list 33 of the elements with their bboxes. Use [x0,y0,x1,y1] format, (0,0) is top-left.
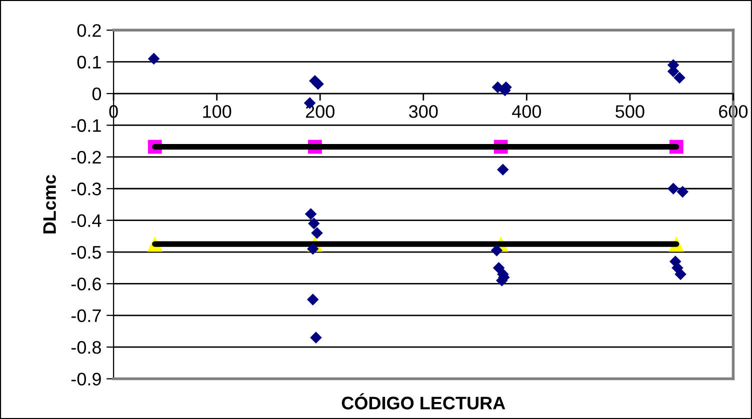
y-tick-label: -0.2 [71,150,101,164]
x-tick-label: 200 [306,105,334,118]
point [312,78,324,90]
point [674,72,686,84]
point [667,182,680,195]
point [497,164,509,176]
y-tick-label: -0.8 [71,341,101,354]
point [311,227,323,239]
point [676,186,688,198]
y-tick-label: -0.3 [71,182,101,196]
point [308,218,320,230]
y-tick-label: 0 [92,87,102,100]
point [306,242,319,255]
point [490,244,503,256]
x-tick-label: 300 [409,105,438,118]
y-tick-label: 0.2 [77,24,101,37]
point [310,332,322,344]
point [148,52,160,65]
x-tick-label: 500 [616,105,644,118]
point [304,208,317,220]
x-axis-title: CÓDIGO LECTURA [342,393,506,410]
y-tick-label: -0.4 [71,214,102,228]
y-tick-label: -0.7 [71,309,101,322]
y-tick-label: -0.9 [71,372,101,386]
point [306,294,319,306]
x-tick-label: 400 [512,105,542,118]
y-tick-label: -0.6 [71,278,101,290]
y-tick-label: -0.5 [71,246,101,259]
x-tick-label: 100 [203,105,232,118]
point [674,268,686,280]
y-tick-label: -0.1 [71,119,101,132]
y-tick-label: 0.1 [77,56,101,69]
y-axis-title: DLcmc [43,174,56,234]
